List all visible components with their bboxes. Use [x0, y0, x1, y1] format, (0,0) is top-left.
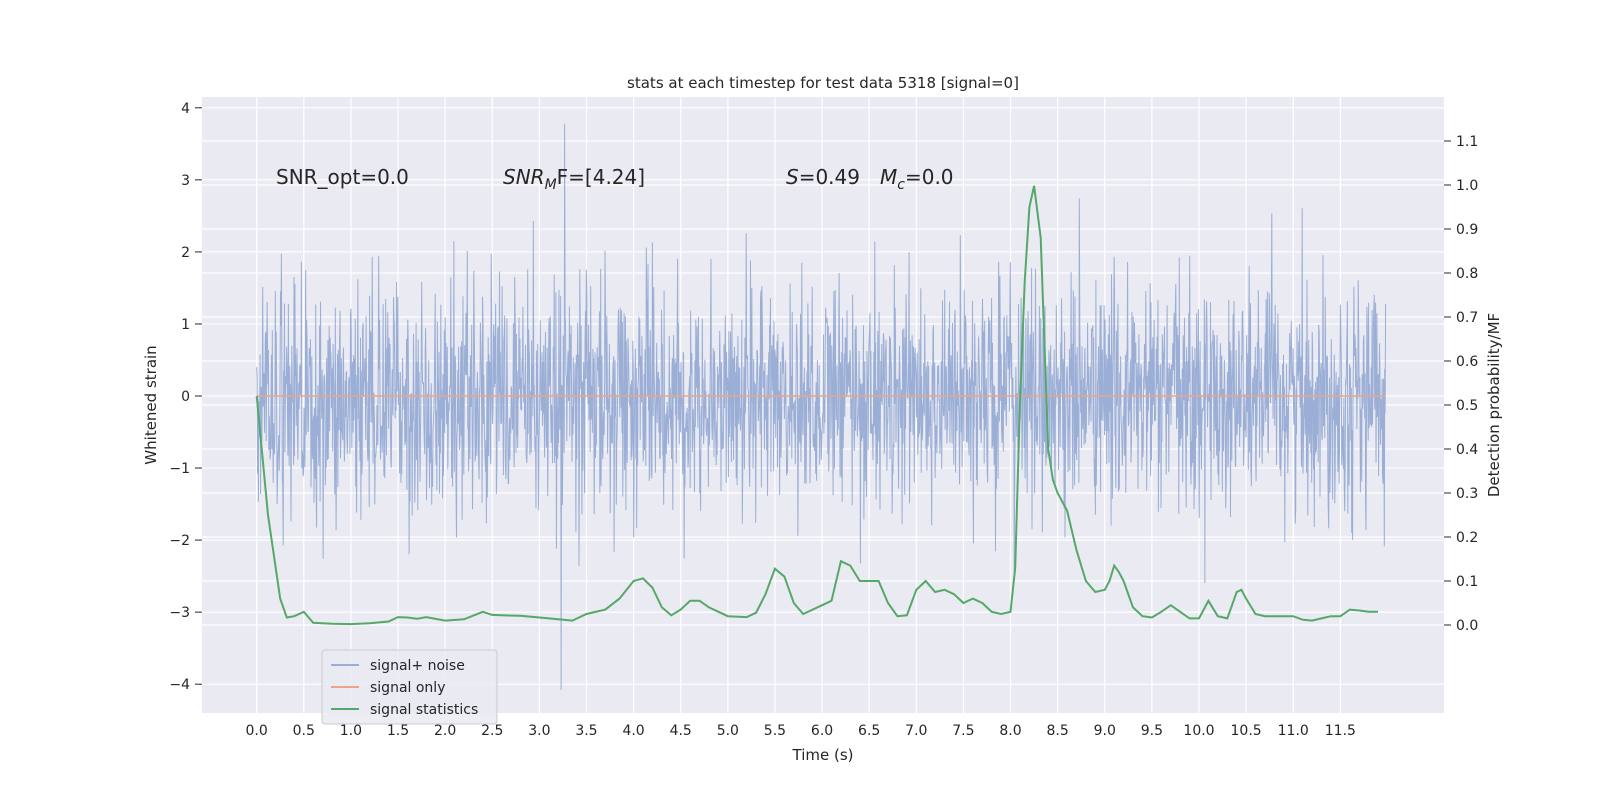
x-tick-label: 2.0	[434, 723, 456, 739]
x-tick-label: 3.0	[528, 723, 550, 739]
left-y-tick-label: 1	[181, 317, 190, 333]
left-y-tick-label: −2	[169, 533, 190, 549]
left-y-ticks: −4 −3 −2 −1 0 1 2 3 4	[169, 101, 202, 693]
right-y-tick-label: 0.1	[1456, 574, 1478, 590]
annotation-mc-main: M	[880, 165, 897, 189]
annotation-snr-mf-rest: F=[4.24]	[557, 165, 645, 189]
x-tick-label: 9.0	[1094, 723, 1116, 739]
x-tick-label: 7.0	[905, 723, 927, 739]
x-tick-label: 8.5	[1047, 723, 1069, 739]
signal-noise-series	[256, 123, 1387, 690]
x-axis-label: Time (s)	[792, 746, 854, 764]
left-y-tick-label: 4	[181, 101, 190, 117]
x-tick-label: 6.0	[811, 723, 833, 739]
right-y-tick-label: 0.3	[1456, 486, 1478, 502]
right-y-tick-label: 0.4	[1456, 442, 1478, 458]
x-tick-label: 5.5	[764, 723, 786, 739]
x-ticks: 0.0 0.5 1.0 1.5 2.0 2.5 3.0 3.5 4.0 4.5 5.0 5.5 6.0 6…	[246, 723, 1356, 739]
x-tick-label: 1.0	[340, 723, 362, 739]
left-y-tick-label: 0	[181, 389, 190, 405]
legend-box	[321, 649, 498, 725]
signal-statistics-series	[255, 185, 1378, 626]
x-tick-label: 7.5	[952, 723, 974, 739]
chart-title: stats at each timestep for test data 531…	[627, 74, 1019, 92]
annotation-snr-mf: SNRMF=[4.24]	[503, 165, 645, 193]
legend-label-signal-statistics: signal statistics	[370, 702, 478, 718]
left-y-tick-label: 2	[181, 245, 190, 261]
annotation-mc-sub: c	[897, 177, 905, 193]
left-y-tick-label: −1	[169, 461, 190, 477]
right-y-tick-label: 1.0	[1456, 178, 1478, 194]
x-tick-label: 2.5	[481, 723, 503, 739]
x-tick-label: 3.5	[575, 723, 597, 739]
annotation-mc-rest: =0.0	[905, 165, 954, 189]
left-y-tick-label: −4	[169, 677, 190, 693]
x-tick-label: 0.0	[246, 723, 268, 739]
annotation-snr-mf-main: SNR	[503, 165, 545, 189]
annotation-snr-mf-sub: M	[545, 177, 557, 193]
right-y-axis-label: Detection probability/MF	[1485, 313, 1503, 497]
annotation-s-rest: =0.49	[799, 165, 860, 189]
x-tick-label: 0.5	[293, 723, 315, 739]
x-tick-label: 6.5	[858, 723, 880, 739]
right-y-tick-label: 1.1	[1456, 134, 1478, 150]
x-tick-label: 8.0	[999, 723, 1021, 739]
right-y-tick-label: 0.5	[1456, 398, 1478, 414]
right-y-tick-label: 0.0	[1456, 618, 1478, 634]
right-y-tick-label: 0.8	[1456, 266, 1478, 282]
annotation-snr-opt: SNR_opt=0.0	[276, 165, 409, 189]
annotation-mc: Mc=0.0	[880, 165, 954, 193]
x-tick-label: 11.0	[1278, 723, 1309, 739]
legend: signal+ noise signal only signal statist…	[321, 649, 498, 725]
x-tick-label: 11.5	[1325, 723, 1356, 739]
annotation-s-main: S	[786, 165, 799, 189]
right-y-tick-label: 0.9	[1456, 222, 1478, 238]
annotation-s: S=0.49	[786, 165, 860, 189]
x-tick-label: 4.5	[670, 723, 692, 739]
x-tick-label: 1.5	[387, 723, 409, 739]
x-tick-label: 10.0	[1183, 723, 1214, 739]
right-y-ticks: 0.0 0.1 0.2 0.3 0.4 0.5 0.6 0.7 0.8 0.9 1.0 1.1	[1444, 134, 1478, 634]
left-y-axis-label: Whitened strain	[142, 345, 160, 464]
right-y-tick-label: 0.6	[1456, 354, 1478, 370]
x-tick-label: 5.0	[717, 723, 739, 739]
legend-label-signal-only: signal only	[370, 680, 445, 696]
right-y-tick-label: 0.7	[1456, 310, 1478, 326]
left-y-tick-label: −3	[169, 605, 190, 621]
left-y-tick-label: 3	[181, 173, 190, 189]
x-tick-label: 4.0	[622, 723, 644, 739]
right-y-tick-label: 0.2	[1456, 530, 1478, 546]
x-tick-label: 9.5	[1141, 723, 1163, 739]
legend-label-signal-noise: signal+ noise	[370, 658, 465, 674]
x-tick-label: 10.5	[1231, 723, 1262, 739]
